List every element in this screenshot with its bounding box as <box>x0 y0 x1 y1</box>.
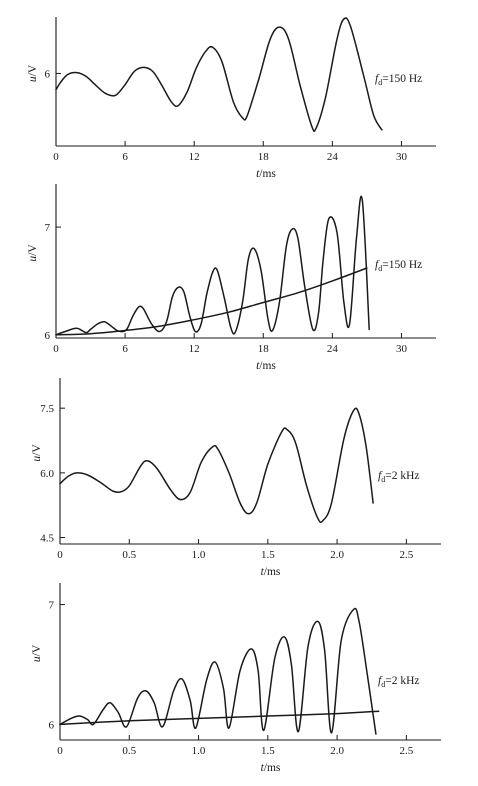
x-tick-label: 12 <box>189 343 200 355</box>
y-tick-label: 6 <box>45 68 51 80</box>
y-axis-unit: /V <box>27 244 39 256</box>
x-axis-title: t/ms <box>256 360 276 372</box>
x-tick-label: 0.5 <box>122 549 136 561</box>
y-axis-title: u/V <box>31 444 43 462</box>
y-axis-title: u/V <box>27 244 39 262</box>
x-axis-title: t/ms <box>261 566 281 578</box>
y-axis-title: u/V <box>31 644 43 662</box>
envelope-line <box>59 710 380 726</box>
x-tick-label: 24 <box>327 343 339 355</box>
y-axis-var: u <box>31 656 43 662</box>
frequency-annotation: fd=150 Hz <box>375 73 422 87</box>
y-tick-label: 7 <box>45 222 51 234</box>
x-tick-label: 0 <box>53 151 59 163</box>
waveform-line <box>55 17 383 133</box>
y-tick-label: 6 <box>45 330 51 342</box>
x-axis-title: t/ms <box>261 762 281 774</box>
x-tick-label: 1.0 <box>192 745 206 757</box>
x-tick-label: 0 <box>57 745 63 757</box>
x-tick-label: 2.0 <box>330 745 344 757</box>
x-tick-label: 18 <box>258 343 270 355</box>
x-axis-unit: /ms <box>264 566 281 578</box>
envelope-line <box>55 267 368 336</box>
y-tick-label: 4.5 <box>40 533 54 545</box>
x-tick-label: 1.5 <box>261 549 275 561</box>
y-axis-unit: /V <box>31 644 43 656</box>
x-tick-label: 30 <box>396 343 408 355</box>
waveform-line <box>55 195 370 336</box>
x-tick-label: 6 <box>122 343 128 355</box>
frequency-annotation: fd=2 kHz <box>378 675 419 689</box>
y-tick-label: 7 <box>49 600 55 612</box>
x-axis-var: t <box>261 566 265 578</box>
y-axis-unit: /V <box>31 444 43 456</box>
x-tick-label: 1.5 <box>261 745 275 757</box>
x-axis-unit: /ms <box>264 762 281 774</box>
x-tick-label: 18 <box>258 151 270 163</box>
x-tick-label: 12 <box>189 151 200 163</box>
x-tick-label: 6 <box>122 151 128 163</box>
y-tick-label: 6 <box>49 719 55 731</box>
x-tick-label: 24 <box>327 151 339 163</box>
x-tick-label: 30 <box>396 151 408 163</box>
frequency-annotation: fd=150 Hz <box>375 259 422 273</box>
y-tick-label: 6.0 <box>40 468 54 480</box>
chart-panel-3: 0 0.5 1.0 1.5 2.0 2.5 4.5 6.0 7.5 t/ms u/V fd=2 kHz <box>31 378 441 578</box>
x-axis-var: t <box>256 360 260 372</box>
x-tick-label: 0.5 <box>122 745 136 757</box>
chart-panel-4: 0 0.5 1.0 1.5 2.0 2.5 6 7 t/ms u/V fd=2 kHz <box>31 583 441 774</box>
y-axis-unit: /V <box>27 64 39 76</box>
waveform-line <box>59 607 377 735</box>
x-tick-label: 2.5 <box>399 745 413 757</box>
x-tick-label: 1.0 <box>192 549 206 561</box>
y-axis-var: u <box>27 76 39 82</box>
x-axis-title: t/ms <box>256 168 276 180</box>
x-axis-var: t <box>261 762 265 774</box>
x-axis-unit: /ms <box>259 360 276 372</box>
x-axis-var: t <box>256 168 260 180</box>
chart-panel-1: 0 6 12 18 24 30 6 t/ms u/V fd=150 Hz <box>27 17 436 180</box>
frequency-annotation: fd=2 kHz <box>378 470 419 484</box>
x-axis-unit: /ms <box>259 168 276 180</box>
y-axis-var: u <box>27 256 39 262</box>
x-tick-label: 2.5 <box>399 549 413 561</box>
y-axis-title: u/V <box>27 64 39 82</box>
x-tick-label: 0 <box>57 549 63 561</box>
x-tick-label: 2.0 <box>330 549 344 561</box>
y-axis-var: u <box>31 456 43 462</box>
x-tick-label: 0 <box>53 343 59 355</box>
waveform-line <box>59 407 374 524</box>
y-tick-label: 7.5 <box>40 403 54 415</box>
